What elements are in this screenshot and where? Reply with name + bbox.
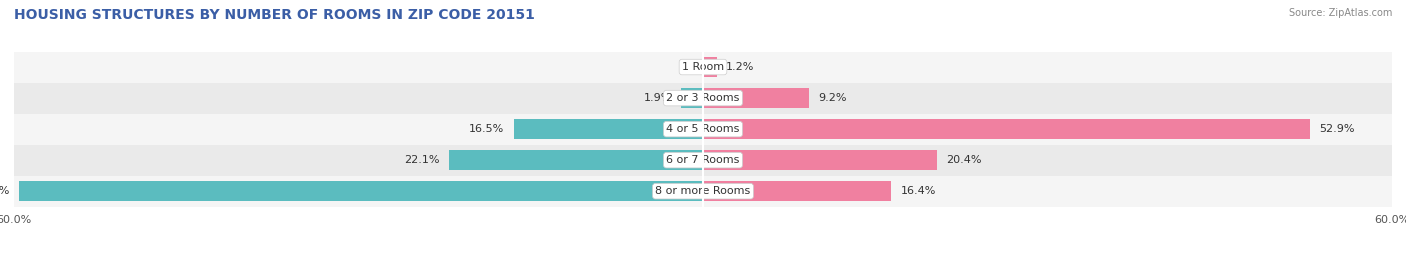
Bar [14, 114, 1392, 145]
Text: HOUSING STRUCTURES BY NUMBER OF ROOMS IN ZIP CODE 20151: HOUSING STRUCTURES BY NUMBER OF ROOMS IN… [14, 8, 534, 22]
Text: 16.5%: 16.5% [470, 124, 505, 134]
Bar [513, 119, 703, 139]
Text: 6 or 7 Rooms: 6 or 7 Rooms [666, 155, 740, 165]
Bar [450, 150, 703, 170]
Text: 2 or 3 Rooms: 2 or 3 Rooms [666, 93, 740, 103]
Text: 8 or more Rooms: 8 or more Rooms [655, 186, 751, 196]
Bar [681, 88, 703, 108]
Bar [703, 57, 717, 77]
Bar [14, 145, 1392, 176]
Text: 20.4%: 20.4% [946, 155, 981, 165]
Text: Source: ZipAtlas.com: Source: ZipAtlas.com [1288, 8, 1392, 18]
Bar [703, 88, 808, 108]
Text: 59.6%: 59.6% [0, 186, 10, 196]
Bar [14, 176, 1392, 207]
Text: 1.9%: 1.9% [644, 93, 672, 103]
Bar [14, 83, 1392, 114]
Text: 1.2%: 1.2% [725, 62, 755, 72]
Bar [14, 52, 1392, 83]
Text: 1 Room: 1 Room [682, 62, 724, 72]
Text: 52.9%: 52.9% [1320, 124, 1355, 134]
Text: 16.4%: 16.4% [900, 186, 936, 196]
Text: 22.1%: 22.1% [405, 155, 440, 165]
Bar [18, 181, 703, 201]
Bar [703, 150, 938, 170]
Text: 4 or 5 Rooms: 4 or 5 Rooms [666, 124, 740, 134]
Bar [703, 181, 891, 201]
Text: 9.2%: 9.2% [818, 93, 846, 103]
Bar [703, 119, 1310, 139]
